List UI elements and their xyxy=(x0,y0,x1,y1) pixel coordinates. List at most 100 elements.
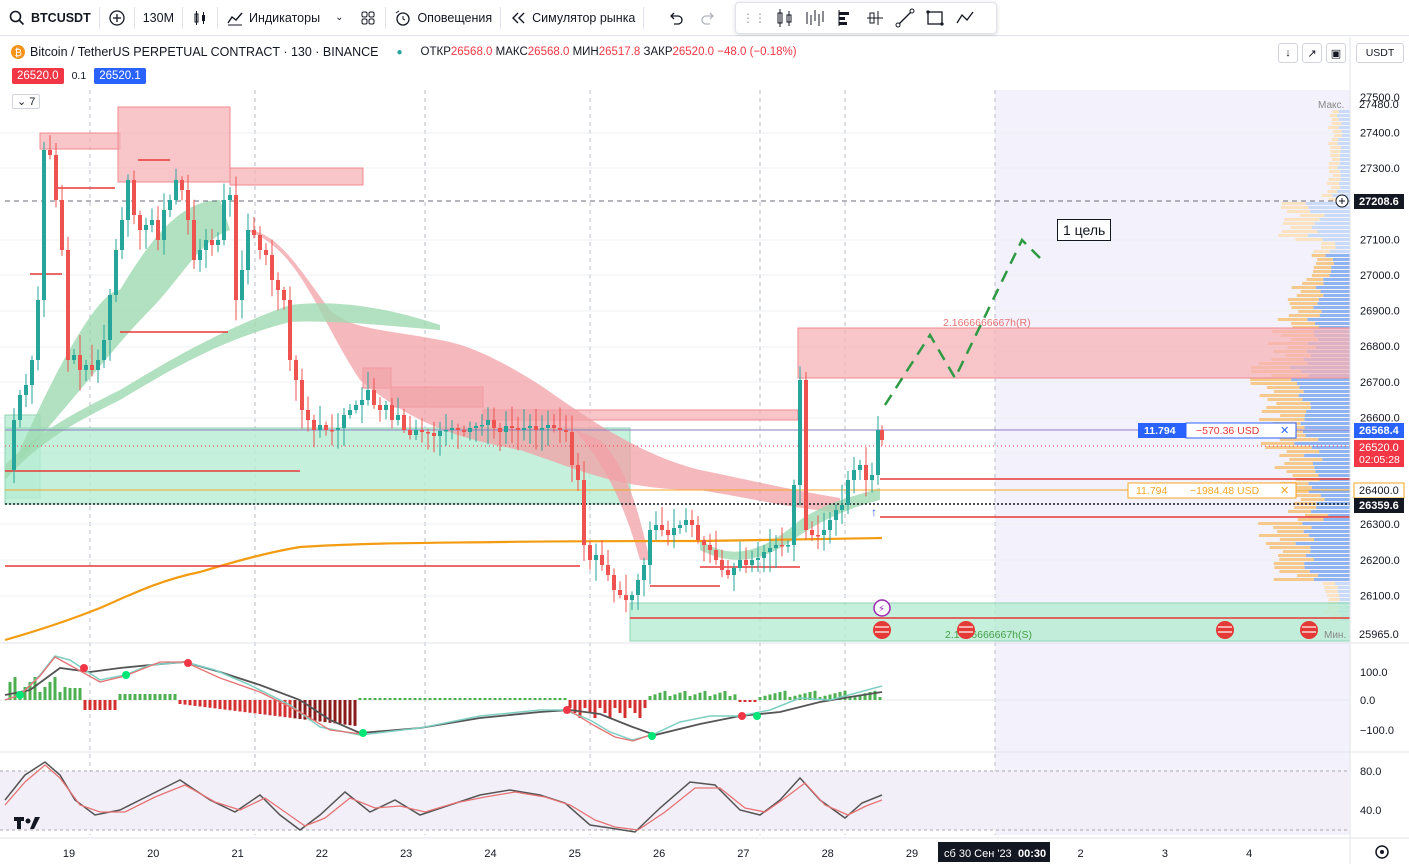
volume-profile-bar xyxy=(1313,462,1350,465)
indicators-label: Индикаторы xyxy=(249,10,321,25)
candle-body xyxy=(144,225,148,230)
candle-body xyxy=(354,405,358,410)
volume-profile-bar xyxy=(1316,506,1350,509)
macd-histogram-bar xyxy=(238,700,242,712)
macd-histogram-bar xyxy=(88,700,92,710)
volume-profile-bar xyxy=(1321,246,1336,249)
macd-histogram-bar xyxy=(673,694,677,700)
candle-body xyxy=(216,240,220,245)
volume-profile-bar xyxy=(1333,262,1350,265)
settings-icon[interactable] xyxy=(1375,845,1389,859)
price-axis-badges: Макс. 27480.0 27208.6 26568.4 26520.0 02… xyxy=(1318,99,1405,641)
rectangle-tool-icon[interactable] xyxy=(924,7,946,29)
fib-label-upper: 2.1666666667h(R) xyxy=(943,317,1031,329)
volume-profile-bar xyxy=(1282,550,1311,553)
tradingview-logo[interactable] xyxy=(14,817,40,829)
candle-body xyxy=(732,568,736,575)
fixed-range-volume-icon[interactable] xyxy=(834,7,856,29)
candle-body xyxy=(126,180,130,220)
interval-button[interactable]: 130M xyxy=(142,10,174,25)
macd-histogram-bar xyxy=(693,694,697,700)
volume-profile-bar xyxy=(1321,194,1333,197)
volume-profile-bar xyxy=(1314,222,1350,225)
chart-type-button[interactable] xyxy=(183,0,217,36)
symbol-search[interactable]: BTCUSDT xyxy=(0,0,99,36)
macd-histogram-bar xyxy=(363,698,367,700)
candle-body xyxy=(618,590,622,595)
volume-profile-bar xyxy=(1304,562,1350,565)
position-upper[interactable]: 11.794 −570.36 USD ✕ xyxy=(1138,422,1297,439)
macd-histogram-bar xyxy=(668,696,672,700)
restore-icon[interactable]: ▣ xyxy=(1326,43,1346,63)
macd-histogram-bar xyxy=(213,700,217,709)
volume-profile-bar xyxy=(1339,162,1350,165)
chart-canvas[interactable]: 2.1666666667h(R) 2.1666666667h(S) ⚡ ↑ 11… xyxy=(0,37,1409,864)
macd-histogram-bar xyxy=(123,694,127,700)
candle-body xyxy=(756,558,760,560)
volume-profile-bar xyxy=(1339,158,1350,161)
buy-price-button[interactable]: 26520.1 xyxy=(94,68,146,84)
candle-body xyxy=(432,433,436,436)
volume-profile-bar xyxy=(1308,206,1350,209)
candle-body xyxy=(582,480,586,545)
volume-profile-bar xyxy=(1291,286,1316,289)
volume-profile-bar xyxy=(1285,494,1321,497)
volume-profile-bar xyxy=(1327,594,1339,597)
macd-histogram-bar xyxy=(863,693,867,700)
arrow-down-icon[interactable]: ↓ xyxy=(1278,43,1298,63)
bars-pattern-tool-icon[interactable] xyxy=(804,7,826,29)
sell-price-button[interactable]: 26520.0 xyxy=(12,68,64,84)
macd-histogram-bar xyxy=(553,698,557,700)
candle-body xyxy=(786,545,790,547)
macd-histogram-bar xyxy=(518,698,522,700)
replay-button[interactable]: Симулятор рынка xyxy=(501,0,643,36)
indicators-button[interactable]: Индикаторы ⌄ xyxy=(218,0,351,36)
macd-histogram-bar xyxy=(733,694,737,700)
macd-histogram-bar xyxy=(368,698,372,700)
candle-body xyxy=(630,595,634,600)
macd-histogram-bar xyxy=(663,691,667,700)
macd-histogram-bar xyxy=(698,692,702,700)
volume-profile-bar xyxy=(1302,430,1350,433)
macd-histogram-bar xyxy=(773,693,777,700)
position-lower[interactable]: 11.794 −1984.48 USD ✕ xyxy=(1127,482,1297,499)
crosshair-time: 00:30 xyxy=(1018,848,1046,860)
candle-body xyxy=(870,475,874,480)
volume-profile-bar xyxy=(1310,550,1350,553)
candle-body xyxy=(222,200,226,240)
indicators-toggle[interactable]: ⌄ 7 xyxy=(12,94,41,109)
compare-button[interactable] xyxy=(100,0,134,36)
price-tick-label: 26800.0 xyxy=(1360,341,1400,353)
candle-body xyxy=(522,428,526,430)
undo-button[interactable] xyxy=(658,0,692,36)
macd-histogram-bar xyxy=(358,698,362,700)
macd-histogram-bar xyxy=(538,698,542,700)
collapse-icon[interactable]: ↗ xyxy=(1302,43,1322,63)
target-annotation[interactable]: 1 цель xyxy=(1057,219,1112,241)
macd-histogram-bar xyxy=(193,700,197,706)
volume-profile-bar xyxy=(1287,210,1311,213)
alerts-button[interactable]: Оповещения xyxy=(386,0,500,36)
volume-profile-bar xyxy=(1328,162,1340,165)
volume-profile-bar xyxy=(1338,110,1350,113)
macd-histogram-bar xyxy=(203,700,207,708)
currency-button[interactable]: USDT xyxy=(1356,43,1404,63)
long-position-tool-icon[interactable] xyxy=(774,7,796,29)
volume-profile-bar xyxy=(1321,242,1336,245)
time-axis[interactable]: 19 20 21 22 23 24 25 26 27 28 29 2 3 4 xyxy=(63,848,1252,860)
chevron-down-icon[interactable]: ⌄ xyxy=(335,12,344,23)
trend-line-icon[interactable] xyxy=(894,7,916,29)
macd-histogram-bar xyxy=(583,700,587,708)
volume-profile-bar xyxy=(1332,130,1342,133)
macd-pane xyxy=(0,655,1350,742)
macd-histogram-bar xyxy=(278,700,282,717)
drag-handle-icon[interactable]: ⋮⋮ xyxy=(742,11,766,25)
price-axis[interactable]: 27500.0 27400.0 27300.0 27100.0 27000.0 26900… xyxy=(1360,92,1400,602)
redo-button[interactable] xyxy=(692,0,726,36)
symbol-title[interactable]: Bitcoin / TetherUS PERPETUAL CONTRACT · … xyxy=(30,45,379,59)
path-tool-icon[interactable] xyxy=(954,7,976,29)
macd-histogram-bar xyxy=(273,700,277,716)
macd-histogram-bar xyxy=(503,698,507,700)
templates-button[interactable] xyxy=(351,0,385,36)
anchored-vwap-icon[interactable] xyxy=(864,7,886,29)
